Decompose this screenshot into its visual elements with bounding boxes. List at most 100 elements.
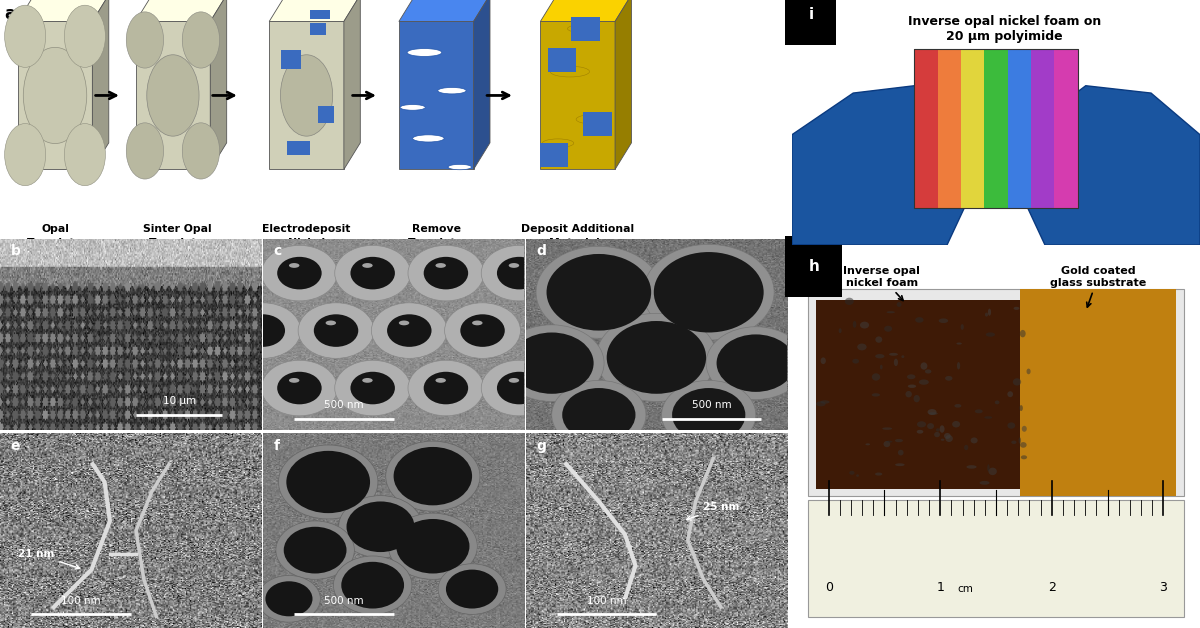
Ellipse shape — [407, 48, 442, 57]
Circle shape — [424, 372, 468, 404]
Bar — [318, 106, 334, 123]
Circle shape — [481, 246, 557, 301]
Bar — [914, 49, 1078, 208]
Ellipse shape — [916, 317, 924, 323]
Ellipse shape — [1026, 369, 1031, 374]
Ellipse shape — [995, 401, 1000, 404]
Text: f: f — [274, 439, 280, 453]
Polygon shape — [1016, 85, 1200, 245]
Ellipse shape — [1012, 441, 1016, 444]
Circle shape — [277, 257, 322, 290]
Ellipse shape — [1019, 405, 1022, 411]
Text: Deposit Additional
Materials: Deposit Additional Materials — [521, 224, 635, 247]
Text: 100 nm: 100 nm — [61, 595, 101, 605]
Bar — [984, 49, 1008, 208]
Text: h: h — [809, 259, 820, 274]
Polygon shape — [18, 0, 109, 21]
Circle shape — [396, 519, 469, 573]
Ellipse shape — [974, 409, 983, 413]
Polygon shape — [474, 0, 490, 170]
Text: 500 nm: 500 nm — [691, 400, 731, 410]
Bar — [809, 500, 1183, 617]
Ellipse shape — [894, 359, 898, 366]
Text: a: a — [4, 5, 16, 23]
Ellipse shape — [884, 326, 892, 332]
Circle shape — [499, 325, 604, 401]
Circle shape — [385, 441, 480, 511]
Circle shape — [596, 313, 716, 401]
Ellipse shape — [966, 465, 977, 468]
Ellipse shape — [865, 443, 870, 445]
Ellipse shape — [448, 165, 472, 170]
Text: g: g — [536, 439, 546, 453]
Ellipse shape — [1021, 455, 1027, 459]
Text: Electrodeposit
Nickel: Electrodeposit Nickel — [263, 224, 350, 247]
Ellipse shape — [362, 263, 373, 268]
Ellipse shape — [872, 373, 881, 381]
Ellipse shape — [906, 391, 912, 398]
Ellipse shape — [880, 365, 883, 369]
Circle shape — [389, 513, 478, 579]
Ellipse shape — [875, 337, 882, 343]
Circle shape — [438, 564, 506, 614]
Bar — [281, 50, 301, 69]
Ellipse shape — [989, 468, 997, 475]
Ellipse shape — [956, 342, 962, 345]
Ellipse shape — [882, 428, 892, 430]
Ellipse shape — [816, 401, 826, 406]
Ellipse shape — [182, 12, 220, 68]
Circle shape — [262, 360, 337, 416]
Text: d: d — [536, 244, 546, 258]
Text: Gold coated
glass substrate: Gold coated glass substrate — [1050, 266, 1146, 307]
Polygon shape — [583, 112, 612, 136]
Bar — [287, 141, 311, 155]
Ellipse shape — [1020, 442, 1027, 448]
Ellipse shape — [913, 395, 920, 403]
Circle shape — [408, 246, 484, 301]
Ellipse shape — [1021, 426, 1027, 432]
Circle shape — [298, 303, 374, 359]
Ellipse shape — [919, 379, 929, 385]
Ellipse shape — [413, 135, 444, 142]
Ellipse shape — [1007, 391, 1013, 397]
Text: c: c — [274, 244, 282, 258]
Polygon shape — [344, 0, 360, 170]
Ellipse shape — [438, 87, 466, 94]
Ellipse shape — [971, 438, 978, 443]
Text: cm: cm — [956, 584, 973, 594]
Circle shape — [661, 381, 756, 450]
Ellipse shape — [146, 55, 199, 136]
Ellipse shape — [898, 450, 904, 455]
Ellipse shape — [281, 55, 332, 136]
Ellipse shape — [920, 362, 928, 370]
Polygon shape — [92, 0, 109, 170]
Ellipse shape — [436, 263, 446, 268]
Ellipse shape — [436, 378, 446, 383]
Text: Opal
Template: Opal Template — [28, 224, 83, 247]
Ellipse shape — [65, 5, 106, 67]
Circle shape — [445, 303, 521, 359]
Ellipse shape — [542, 139, 574, 148]
Circle shape — [654, 252, 763, 332]
Circle shape — [314, 314, 359, 347]
Ellipse shape — [934, 432, 940, 437]
Ellipse shape — [400, 104, 425, 111]
Ellipse shape — [961, 324, 964, 330]
Ellipse shape — [856, 474, 859, 477]
Ellipse shape — [941, 438, 944, 441]
Ellipse shape — [857, 344, 866, 350]
Ellipse shape — [398, 320, 409, 325]
Polygon shape — [136, 0, 227, 21]
Circle shape — [335, 246, 410, 301]
Ellipse shape — [952, 421, 960, 428]
Circle shape — [461, 314, 505, 347]
Text: 2: 2 — [1048, 581, 1056, 594]
Ellipse shape — [979, 481, 990, 485]
Ellipse shape — [944, 433, 950, 439]
Text: 100 nm: 100 nm — [587, 595, 626, 605]
Ellipse shape — [126, 123, 163, 179]
Ellipse shape — [551, 66, 589, 77]
Polygon shape — [210, 0, 227, 170]
Circle shape — [424, 257, 468, 290]
Polygon shape — [548, 48, 576, 72]
